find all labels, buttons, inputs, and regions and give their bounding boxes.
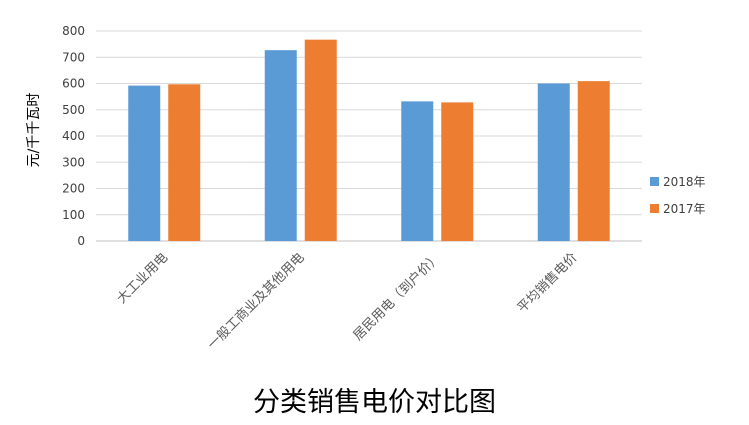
y-axis-ticks: 0 100 200 300 400 500 600 700 800	[62, 24, 85, 248]
legend: 2018年 2017年	[650, 170, 706, 224]
bar-2018	[264, 50, 297, 241]
bar-2018	[401, 101, 434, 241]
bar-2017	[304, 39, 337, 241]
x-tick-label: 一般工商业及其他用电	[204, 250, 307, 353]
legend-label-2017: 2017年	[663, 201, 706, 216]
x-tick-label: 居民用电（到户价）	[350, 250, 444, 344]
x-tick-label: 平均销售电价	[514, 250, 580, 316]
y-tick-label: 400	[62, 129, 85, 143]
bars	[128, 39, 610, 242]
y-tick-label: 200	[62, 182, 85, 196]
y-tick-label: 100	[62, 208, 85, 222]
chart-title: 分类销售电价对比图	[253, 387, 496, 418]
legend-label-2018: 2018年	[663, 174, 706, 189]
bar-2018	[128, 85, 161, 241]
bar-2017	[168, 84, 201, 241]
y-tick-label: 600	[62, 77, 85, 91]
y-tick-label: 700	[62, 50, 85, 64]
x-axis-ticks: 大工业用电 一般工商业及其他用电 居民用电（到户价） 平均销售电价	[114, 250, 580, 353]
bar-2017	[441, 102, 474, 242]
y-tick-label: 0	[77, 234, 85, 248]
bar-2018	[537, 83, 570, 241]
legend-swatch-2018	[650, 176, 659, 186]
legend-item-2018: 2018年	[650, 170, 706, 192]
y-tick-label: 800	[62, 24, 85, 38]
legend-swatch-2017	[650, 203, 659, 213]
bar-2017	[577, 81, 610, 241]
legend-item-2017: 2017年	[650, 197, 706, 219]
y-tick-label: 500	[62, 103, 85, 117]
y-axis-label: 元/千千瓦时	[26, 93, 42, 168]
x-tick-label: 大工业用电	[114, 250, 171, 307]
y-tick-label: 300	[62, 155, 85, 169]
